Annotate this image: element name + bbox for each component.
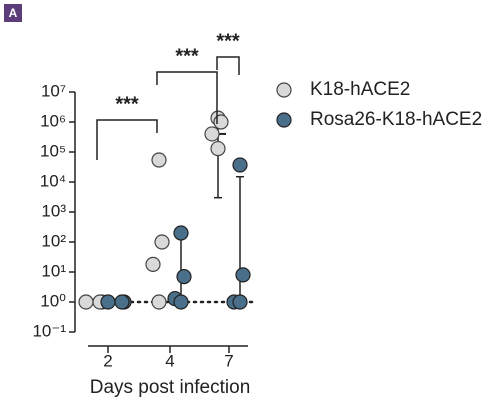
y-tick-label: 10⁴ — [40, 171, 66, 190]
data-point — [173, 225, 189, 241]
legend-marker — [276, 82, 292, 98]
y-tick-label: 10⁶ — [40, 111, 66, 130]
data-point — [176, 269, 192, 285]
y-tick-label: 10⁻¹ — [32, 321, 66, 340]
data-point — [78, 294, 94, 310]
panel-label: A — [9, 6, 18, 20]
data-point — [232, 157, 248, 173]
y-tick-label: 10⁷ — [41, 81, 66, 100]
x-axis-label: Days post infection — [90, 377, 251, 398]
data-point — [114, 294, 130, 310]
data-point — [210, 140, 226, 157]
panel-box — [4, 4, 22, 22]
significance-bracket — [96, 119, 158, 160]
significance-bracket — [216, 56, 240, 75]
data-point — [204, 126, 220, 142]
significance-label: *** — [216, 30, 240, 52]
y-tick-label: 10¹ — [41, 261, 66, 280]
legend-marker — [276, 112, 292, 128]
y-tick-label: 10² — [41, 231, 66, 250]
data-point — [151, 152, 167, 168]
significance-label: *** — [115, 93, 139, 115]
significance-label: *** — [175, 45, 199, 67]
data-point — [154, 234, 170, 250]
x-tick-label: 4 — [165, 351, 174, 370]
data-point — [100, 294, 116, 310]
data-point — [213, 114, 229, 130]
data-point — [232, 294, 248, 310]
significance-bracket — [156, 71, 218, 124]
y-tick-label: 10⁵ — [40, 141, 66, 160]
data-point — [145, 256, 161, 272]
legend-label: K18-hACE2 — [310, 79, 410, 100]
data-point — [235, 267, 251, 283]
data-point — [173, 294, 189, 310]
y-tick-label: 10⁰ — [40, 291, 66, 310]
data-point — [151, 294, 167, 310]
x-tick-label: 7 — [224, 351, 233, 370]
legend-label: Rosa26-K18-hACE2 — [310, 109, 482, 130]
x-tick-label: 2 — [103, 351, 112, 370]
y-tick-label: 10³ — [41, 201, 66, 220]
